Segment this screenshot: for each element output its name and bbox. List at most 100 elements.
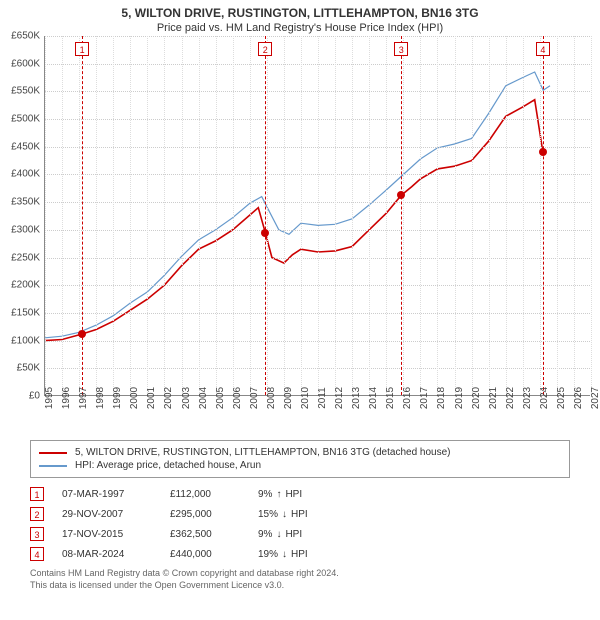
y-tick-label: £450K <box>11 141 40 152</box>
x-tick-label: 2007 <box>249 387 260 409</box>
event-number: 4 <box>30 547 44 561</box>
gridline-v <box>79 36 80 395</box>
x-tick-label: 2015 <box>385 387 396 409</box>
gridline-v <box>591 36 592 395</box>
x-tick-label: 2025 <box>556 387 567 409</box>
x-tick-label: 2005 <box>215 387 226 409</box>
x-tick-label: 2001 <box>146 387 157 409</box>
event-vs-label: HPI <box>291 549 308 560</box>
x-tick-label: 2018 <box>436 387 447 409</box>
event-delta-pct: 15% <box>258 509 278 520</box>
gridline-v <box>574 36 575 395</box>
gridline-v <box>523 36 524 395</box>
event-vs-label: HPI <box>285 489 302 500</box>
event-row: 408-MAR-2024£440,00019%↓HPI <box>30 544 570 564</box>
y-tick-label: £0 <box>29 391 40 402</box>
event-price: £440,000 <box>170 549 240 560</box>
x-tick-label: 1996 <box>61 387 72 409</box>
event-date: 29-NOV-2007 <box>62 509 152 520</box>
gridline-v <box>284 36 285 395</box>
legend: 5, WILTON DRIVE, RUSTINGTON, LITTLEHAMPT… <box>30 440 570 478</box>
event-row: 2 29-NOV-2007 £295,000 15% ↓ HPI <box>30 504 570 524</box>
flag-marker-3 <box>397 191 405 199</box>
x-tick-label: 2013 <box>351 387 362 409</box>
y-tick-label: £600K <box>11 58 40 69</box>
x-tick-label: 2010 <box>300 387 311 409</box>
event-table: 107-MAR-1997£112,0009%↑HPI229-NOV-2007£2… <box>30 484 570 564</box>
event-delta: 19% ↓ HPI <box>258 549 308 560</box>
gridline-v <box>455 36 456 395</box>
chart-area: £0£50K£100K£150K£200K£250K£300K£350K£400… <box>44 36 590 396</box>
gridline-v <box>250 36 251 395</box>
flag-marker-1 <box>78 330 86 338</box>
gridline-v <box>233 36 234 395</box>
event-delta-pct: 9% <box>258 529 272 540</box>
x-tick-label: 2012 <box>334 387 345 409</box>
event-date: 17-NOV-2015 <box>62 529 152 540</box>
x-tick-label: 2014 <box>368 387 379 409</box>
event-vs-label: HPI <box>291 509 308 520</box>
y-tick-label: £300K <box>11 224 40 235</box>
y-tick-label: £50K <box>17 363 40 374</box>
event-price: £112,000 <box>170 489 240 500</box>
series-property <box>45 100 543 341</box>
x-tick-label: 2022 <box>505 387 516 409</box>
gridline-v <box>506 36 507 395</box>
legend-row: 5, WILTON DRIVE, RUSTINGTON, LITTLEHAMPT… <box>39 447 561 458</box>
arrow-down-icon: ↓ <box>282 549 287 560</box>
y-tick-label: £200K <box>11 280 40 291</box>
x-tick-label: 1998 <box>95 387 106 409</box>
y-tick-label: £500K <box>11 114 40 125</box>
y-tick-label: £250K <box>11 252 40 263</box>
series-hpi <box>45 72 550 338</box>
event-vs-label: HPI <box>285 529 302 540</box>
flag-line-4 <box>543 36 544 395</box>
event-price: £295,000 <box>170 509 240 520</box>
x-axis: 1995199619971998199920002001200220032004… <box>44 396 590 430</box>
y-tick-label: £400K <box>11 169 40 180</box>
event-delta: 9%↓HPI <box>258 529 302 540</box>
flag-line-2 <box>265 36 266 395</box>
x-tick-label: 2017 <box>419 387 430 409</box>
event-delta-pct: 9% <box>258 489 272 500</box>
x-tick-label: 1995 <box>44 387 55 409</box>
gridline-v <box>164 36 165 395</box>
flag-line-3 <box>401 36 402 395</box>
gridline-v <box>182 36 183 395</box>
y-axis: £0£50K£100K£150K£200K£250K£300K£350K£400… <box>0 36 44 396</box>
gridline-v <box>96 36 97 395</box>
attribution-footer: Contains HM Land Registry data © Crown c… <box>30 568 570 591</box>
event-row: 107-MAR-1997£112,0009%↑HPI <box>30 484 570 504</box>
gridline-v <box>267 36 268 395</box>
gridline-v <box>489 36 490 395</box>
flag-box-3: 3 <box>394 42 408 56</box>
gridline-v <box>437 36 438 395</box>
x-tick-label: 2023 <box>522 387 533 409</box>
x-tick-label: 2003 <box>181 387 192 409</box>
event-delta: 15% ↓ HPI <box>258 509 308 520</box>
title-line-2: Price paid vs. HM Land Registry's House … <box>0 22 600 34</box>
event-number: 3 <box>30 527 44 541</box>
y-tick-label: £550K <box>11 86 40 97</box>
event-number: 2 <box>30 507 44 521</box>
gridline-v <box>472 36 473 395</box>
arrow-up-icon: ↑ <box>276 489 281 500</box>
x-tick-label: 2011 <box>317 387 328 409</box>
arrow-down-icon: ↓ <box>282 509 287 520</box>
flag-box-4: 4 <box>536 42 550 56</box>
event-price: £362,500 <box>170 529 240 540</box>
gridline-v <box>113 36 114 395</box>
gridline-v <box>420 36 421 395</box>
x-tick-label: 2019 <box>454 387 465 409</box>
gridline-v <box>62 36 63 395</box>
event-delta-pct: 19% <box>258 549 278 560</box>
gridline-v <box>335 36 336 395</box>
x-tick-label: 2021 <box>488 387 499 409</box>
gridline-v <box>386 36 387 395</box>
flag-line-1 <box>82 36 83 395</box>
footer-line-1: Contains HM Land Registry data © Crown c… <box>30 568 570 580</box>
x-tick-label: 2002 <box>163 387 174 409</box>
event-delta: 9% ↑ HPI <box>258 489 302 500</box>
flag-marker-4 <box>539 148 547 156</box>
legend-label: HPI: Average price, detached house, Arun <box>75 460 261 471</box>
